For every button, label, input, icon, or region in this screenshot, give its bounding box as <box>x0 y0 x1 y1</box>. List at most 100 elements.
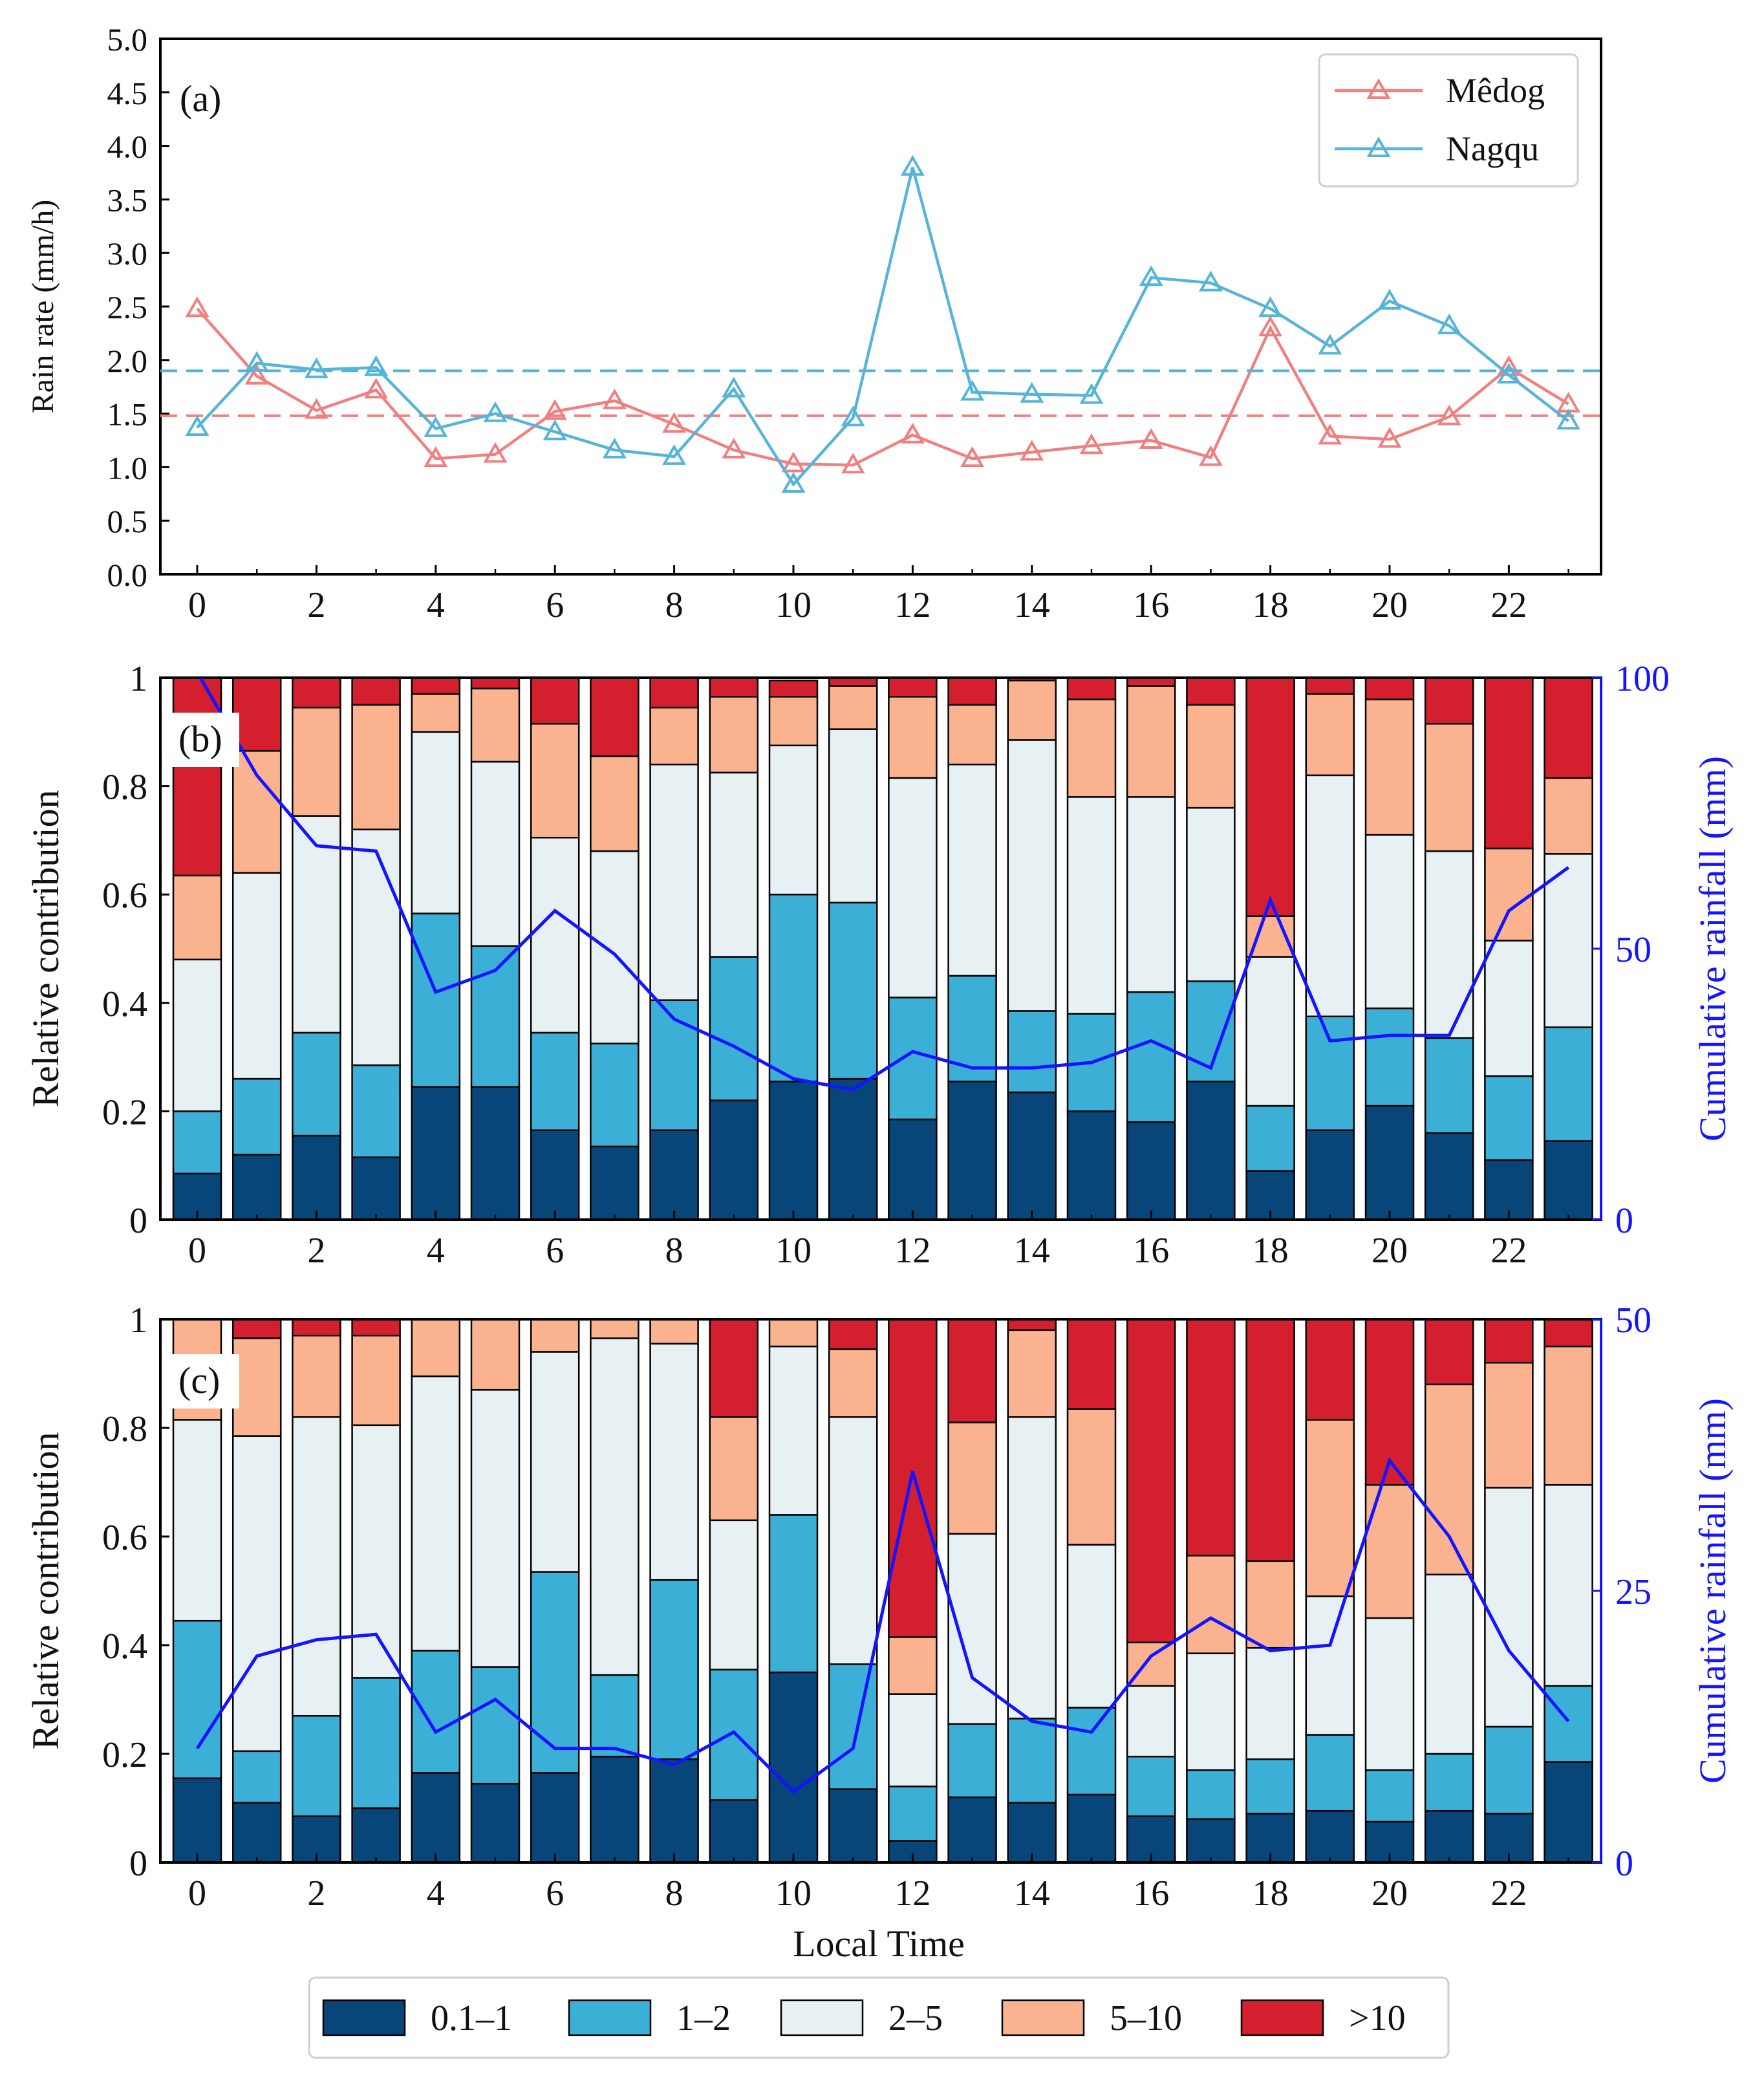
a-y-tick-label: 0.5 <box>107 503 148 539</box>
b-bar-segment <box>947 676 997 706</box>
c-bar-segment <box>1066 1793 1117 1864</box>
c-x-tick-label: 14 <box>1014 1873 1050 1914</box>
c-bar-segment <box>649 1579 699 1760</box>
a-legend: Mêdog Nagqu <box>1318 53 1579 188</box>
c-x-tick-label: 16 <box>1133 1873 1169 1914</box>
b-bar-segment <box>1424 1037 1474 1134</box>
c-bar-segment <box>947 1421 997 1535</box>
nagqu-marker-point <box>1079 383 1104 404</box>
b-bar-segment <box>1484 1159 1534 1221</box>
b-bar-segment <box>709 956 759 1101</box>
c-bar-segment <box>530 1772 580 1864</box>
c-bar-segment <box>231 1750 282 1804</box>
c-bar-segment <box>1007 1318 1057 1332</box>
b-bar-segment <box>768 1081 819 1221</box>
nagqu-marker-point <box>1258 296 1283 318</box>
c-bar-segment <box>231 1337 282 1437</box>
b-bar-segment <box>351 828 401 1066</box>
b-x-tick-label: 18 <box>1253 1231 1289 1271</box>
b-bar-segment <box>1066 698 1117 798</box>
legend-bin-label: 5–10 <box>1110 1998 1182 2038</box>
medog-marker-point <box>1258 316 1283 337</box>
c-bar-segment <box>1305 1809 1355 1864</box>
b-bar-segment <box>709 1099 759 1221</box>
b-bar-segment <box>1484 676 1534 850</box>
c-bar-segment <box>1305 1595 1355 1736</box>
c-bar-segment <box>470 1388 521 1668</box>
c-bar-segment <box>292 1714 341 1817</box>
legend-bin-swatch <box>1240 1999 1324 2036</box>
c-y2-tick-label: 50 <box>1615 1301 1651 1341</box>
b-bar-segment <box>1305 1129 1355 1221</box>
c-bar-segment <box>828 1416 878 1665</box>
medog-marker-point <box>1318 424 1342 445</box>
c-bar-segment <box>1245 1758 1295 1815</box>
c-bar-segment <box>1364 1484 1415 1619</box>
c-bar-segment <box>1126 1755 1176 1817</box>
b-bar-segment <box>947 704 997 766</box>
medog-marker-point <box>781 451 806 473</box>
b-bar-segment <box>530 836 580 1034</box>
b-y-tick-label: 0.2 <box>102 1092 147 1132</box>
b-bar-segment <box>470 1086 521 1221</box>
b-x-tick-label: 8 <box>665 1231 683 1271</box>
a-x-tick-label: 4 <box>427 585 445 625</box>
legend-nagqu-label: Nagqu <box>1446 129 1539 168</box>
nagqu-marker-point <box>364 355 389 376</box>
b-bar-segment <box>1245 676 1295 917</box>
medog-marker-point <box>424 446 448 468</box>
b-x-tick-label: 22 <box>1490 1231 1527 1271</box>
c-bar-segment <box>1186 1318 1236 1557</box>
c-panel-label: (c) <box>178 1359 220 1401</box>
nagqu-marker-point <box>1139 265 1163 286</box>
c-bar-segment <box>590 1318 640 1339</box>
nagqu-series-line <box>196 167 1569 487</box>
c-bar-segment <box>1066 1408 1117 1546</box>
medog-marker-point <box>1079 433 1104 455</box>
c-bar-segment <box>888 1693 938 1787</box>
b-bar-segment <box>590 755 640 852</box>
nagqu-marker-point <box>304 357 328 378</box>
c-bar-segment <box>768 1345 819 1516</box>
c-bar-segment <box>709 1668 759 1801</box>
b-bar-segment <box>1424 722 1474 852</box>
b-bar-segment <box>470 687 521 763</box>
legend-bin-swatch <box>1001 1999 1085 2036</box>
b-bar-segment <box>1544 1140 1593 1221</box>
c-bar-segment <box>530 1571 580 1774</box>
legend-bin-label: 0.1–1 <box>431 1998 512 2038</box>
medog-marker-point <box>244 363 269 385</box>
a-x-tick-label: 18 <box>1253 585 1289 625</box>
c-bar-segment <box>590 1674 640 1758</box>
b-bar-segment <box>1484 1075 1534 1161</box>
c-panel-label-box <box>169 1354 239 1408</box>
b-bar-segment <box>1186 704 1236 809</box>
c-bar-segment <box>1364 1769 1415 1823</box>
b-panel-label-box <box>169 713 239 767</box>
c-bar-segment <box>1066 1707 1117 1796</box>
a-y-tick-label: 4.5 <box>107 75 148 111</box>
b-bar-segment <box>351 676 401 706</box>
b-bar-segment <box>1126 991 1176 1123</box>
b-bar-segment <box>1007 1010 1057 1094</box>
a-x-tick-label: 16 <box>1133 585 1169 625</box>
c-x-tick-label: 18 <box>1253 1873 1289 1914</box>
b-bar-segment <box>530 1129 580 1221</box>
c-bar-segment <box>1007 1329 1057 1418</box>
c-bar-segment <box>888 1636 938 1695</box>
c-bar-segment <box>1544 1761 1593 1864</box>
c-bar-segment <box>470 1318 521 1391</box>
b-bar-segment <box>292 676 341 709</box>
c-bar-segment <box>1126 1318 1176 1644</box>
b-bar-segment <box>292 815 341 1034</box>
b-bar-segment <box>1364 698 1415 836</box>
nagqu-marker-point <box>841 405 865 427</box>
c-bar-segment <box>947 1796 997 1864</box>
b-bar-segment <box>590 676 640 757</box>
c-bar-segment <box>1424 1573 1474 1755</box>
medog-marker-point <box>960 446 985 468</box>
medog-marker-point <box>602 388 627 409</box>
b-bar-segment <box>768 696 819 746</box>
nagqu-marker-point <box>960 380 985 401</box>
